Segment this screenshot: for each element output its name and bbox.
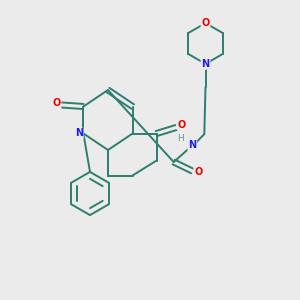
Text: H: H xyxy=(178,134,184,143)
Text: N: N xyxy=(75,128,83,139)
Text: O: O xyxy=(52,98,61,109)
Text: O: O xyxy=(177,119,186,130)
Text: N: N xyxy=(201,59,210,69)
Text: O: O xyxy=(194,167,202,178)
Text: O: O xyxy=(201,18,210,28)
Text: N: N xyxy=(188,140,196,151)
